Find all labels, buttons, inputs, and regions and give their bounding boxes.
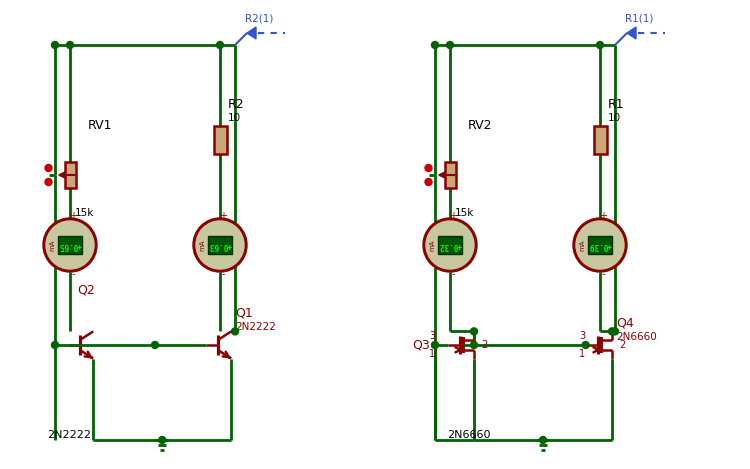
Text: mA: mA (580, 239, 586, 251)
Text: 1: 1 (429, 348, 435, 359)
Circle shape (217, 41, 223, 48)
Circle shape (152, 341, 158, 348)
FancyBboxPatch shape (214, 126, 226, 154)
Circle shape (573, 218, 627, 272)
Text: Q4: Q4 (616, 317, 634, 330)
Circle shape (425, 165, 432, 172)
Text: RV2: RV2 (468, 119, 493, 131)
Circle shape (46, 221, 94, 269)
Text: 15k: 15k (75, 208, 94, 218)
Circle shape (196, 221, 244, 269)
Circle shape (423, 218, 477, 272)
Text: +: + (219, 211, 227, 221)
Text: +: + (599, 211, 607, 221)
Text: Q3: Q3 (413, 339, 430, 351)
Text: R1(1): R1(1) (625, 13, 653, 23)
Circle shape (43, 218, 97, 272)
Text: mA: mA (50, 239, 55, 251)
Circle shape (45, 165, 52, 172)
Text: +: + (69, 211, 77, 221)
Circle shape (52, 41, 58, 48)
Circle shape (446, 41, 454, 48)
Text: R1: R1 (608, 98, 625, 111)
Circle shape (232, 328, 238, 335)
FancyBboxPatch shape (588, 236, 612, 254)
Circle shape (45, 179, 52, 186)
Circle shape (608, 328, 616, 335)
Text: R2(1): R2(1) (245, 13, 273, 23)
Text: -: - (602, 269, 604, 279)
Circle shape (159, 437, 166, 444)
Text: 15k: 15k (455, 208, 474, 218)
Text: Q2: Q2 (77, 283, 94, 296)
Text: mA: mA (430, 239, 436, 251)
Text: +0.65: +0.65 (58, 241, 82, 250)
Text: 10: 10 (228, 113, 242, 123)
Text: 1: 1 (579, 348, 585, 359)
FancyBboxPatch shape (208, 236, 232, 254)
Text: +: + (449, 211, 457, 221)
Text: mA: mA (200, 239, 206, 251)
Circle shape (470, 328, 478, 335)
Text: +0.32: +0.32 (439, 241, 461, 250)
Circle shape (425, 179, 432, 186)
Text: +0.63: +0.63 (209, 241, 232, 250)
FancyBboxPatch shape (58, 236, 82, 254)
Polygon shape (247, 27, 256, 39)
Text: 2N6660: 2N6660 (447, 430, 491, 440)
Text: 2: 2 (481, 340, 488, 350)
Circle shape (52, 341, 58, 348)
Text: 3: 3 (579, 332, 585, 341)
FancyBboxPatch shape (438, 236, 462, 254)
Circle shape (539, 437, 547, 444)
Text: -: - (221, 269, 225, 279)
Circle shape (576, 221, 624, 269)
Circle shape (470, 341, 478, 348)
Text: 2: 2 (619, 340, 626, 350)
Text: -: - (71, 269, 75, 279)
Circle shape (67, 41, 74, 48)
FancyBboxPatch shape (593, 126, 607, 154)
Text: R2: R2 (228, 98, 244, 111)
Circle shape (582, 341, 589, 348)
Text: 3: 3 (429, 332, 435, 341)
FancyBboxPatch shape (445, 162, 455, 188)
Text: 10: 10 (608, 113, 621, 123)
Text: 2N2222: 2N2222 (47, 430, 91, 440)
Circle shape (426, 221, 474, 269)
Text: RV1: RV1 (88, 119, 112, 131)
Text: 2N2222: 2N2222 (236, 322, 276, 332)
Circle shape (596, 41, 604, 48)
FancyBboxPatch shape (64, 162, 76, 188)
Text: +0.39: +0.39 (589, 241, 611, 250)
Circle shape (193, 218, 247, 272)
Text: Q1: Q1 (236, 307, 253, 319)
Circle shape (431, 41, 439, 48)
Circle shape (431, 341, 439, 348)
Text: 2N6660: 2N6660 (616, 332, 657, 342)
Text: -: - (452, 269, 454, 279)
Polygon shape (627, 27, 636, 39)
Circle shape (611, 328, 619, 335)
